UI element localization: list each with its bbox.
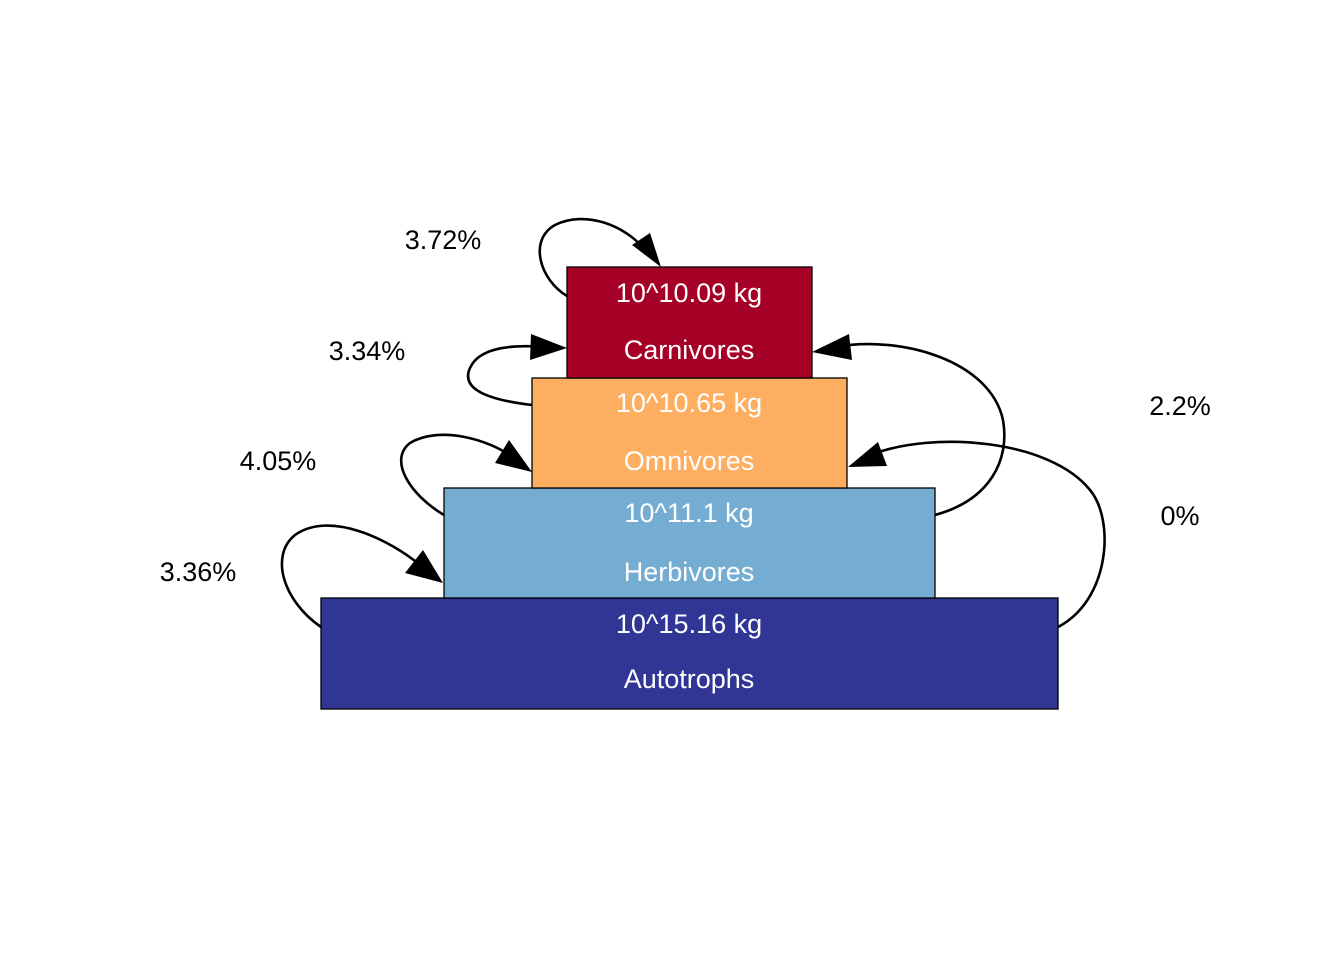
transfer-arrowhead <box>848 442 887 467</box>
transfer-arrowhead <box>495 440 532 472</box>
transfer-carnivores-self: 3.72% <box>405 217 661 298</box>
level-herbivores-name: Herbivores <box>624 557 755 587</box>
level-herbivores-mass: 10^11.1 kg <box>624 498 753 528</box>
transfer-arrowhead <box>405 550 443 583</box>
level-autotrophs: 10^15.16 kg Autotrophs <box>320 597 1059 710</box>
transfer-arrowhead <box>530 334 567 360</box>
transfer-label: 0% <box>1160 501 1199 531</box>
transfer-arrow-path <box>399 433 513 517</box>
transfer-herbivores-carnivores: 2.2% <box>812 334 1211 517</box>
transfer-arrow-path <box>834 342 1006 517</box>
level-omnivores-name: Omnivores <box>624 446 755 476</box>
transfer-arrow-path <box>280 524 421 629</box>
transfer-arrow-path <box>466 344 546 407</box>
level-carnivores-box <box>566 266 813 379</box>
transfer-arrow-path <box>869 440 1106 629</box>
transfer-autotrophs-omnivores: 0% <box>848 440 1200 629</box>
transfer-label: 4.05% <box>240 446 317 476</box>
transfer-label: 3.72% <box>405 225 482 255</box>
level-autotrophs-box <box>320 597 1059 710</box>
level-herbivores-box <box>443 487 936 599</box>
transfer-autotrophs-herbivores: 3.36% <box>160 524 443 629</box>
transfer-omnivores-carnivores: 3.34% <box>329 334 567 407</box>
transfer-label: 2.2% <box>1149 391 1211 421</box>
level-carnivores-mass: 10^10.09 kg <box>616 278 762 308</box>
level-omnivores-mass: 10^10.65 kg <box>616 388 762 418</box>
level-carnivores: 10^10.09 kg Carnivores <box>566 266 813 379</box>
level-autotrophs-name: Autotrophs <box>624 664 755 694</box>
transfer-label: 3.34% <box>329 336 406 366</box>
transfer-arrow-path <box>538 217 647 298</box>
level-omnivores: 10^10.65 kg Omnivores <box>531 377 848 489</box>
transfer-herbivores-omnivores: 4.05% <box>240 433 532 517</box>
level-autotrophs-mass: 10^15.16 kg <box>616 609 762 639</box>
transfer-label: 3.36% <box>160 557 237 587</box>
level-carnivores-name: Carnivores <box>624 335 755 365</box>
transfer-arrowhead <box>632 233 661 267</box>
level-herbivores: 10^11.1 kg Herbivores <box>443 487 936 599</box>
transfer-arrowhead <box>812 334 852 360</box>
